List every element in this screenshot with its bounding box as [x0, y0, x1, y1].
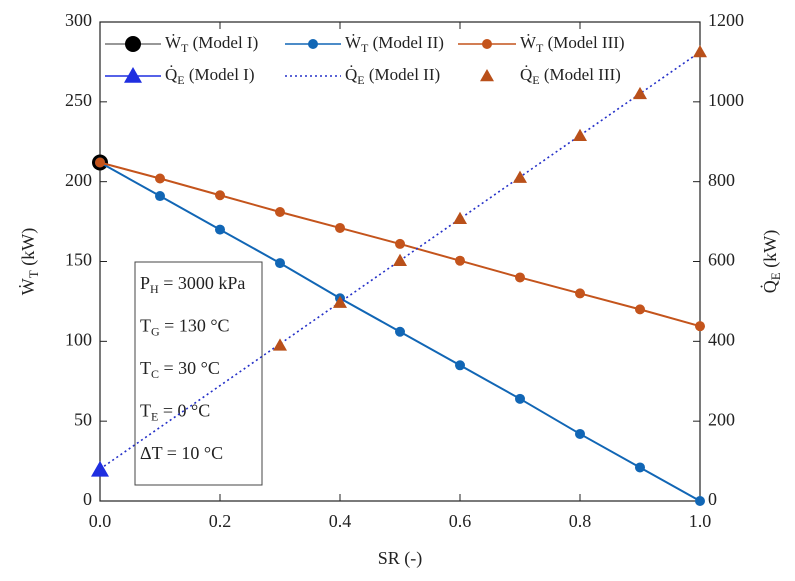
marker	[395, 238, 405, 249]
y2-tick-label: 400	[708, 329, 735, 349]
marker	[695, 321, 705, 332]
y2-axis-label: Q̇E (kW)	[759, 230, 783, 293]
marker	[515, 272, 525, 283]
y-tick-label: 50	[74, 409, 92, 429]
marker	[693, 44, 707, 58]
marker	[275, 258, 285, 269]
marker	[215, 224, 225, 235]
marker	[95, 157, 105, 168]
annotation: PH = 3000 kPa	[140, 273, 245, 296]
marker	[155, 191, 165, 202]
y-tick-label: 0	[83, 489, 92, 509]
y-tick-label: 100	[65, 329, 92, 349]
marker	[393, 253, 407, 266]
legend-label: Q̇E (Model III)	[520, 65, 621, 87]
marker	[335, 222, 345, 233]
legend-label: ẆT (Model II)	[345, 33, 444, 55]
marker	[215, 190, 225, 201]
x-tick-label: 0.2	[209, 511, 232, 531]
y2-tick-label: 600	[708, 250, 735, 270]
legend-label: ẆT (Model I)	[165, 33, 258, 55]
legend-marker	[125, 36, 141, 52]
annotation: TC = 30 °C	[140, 358, 220, 381]
y-tick-label: 200	[65, 170, 92, 190]
x-tick-label: 0.6	[449, 511, 472, 531]
marker	[273, 338, 287, 351]
y-axis-label: ẆT (kW)	[17, 228, 41, 295]
marker	[635, 304, 645, 315]
marker	[635, 462, 645, 473]
y2-tick-label: 1200	[708, 10, 744, 30]
marker	[513, 170, 527, 183]
y2-tick-label: 200	[708, 409, 735, 429]
annotation: ΔT = 10 °C	[140, 443, 223, 463]
marker	[573, 128, 587, 142]
legend-marker	[480, 69, 494, 82]
marker	[633, 86, 647, 100]
marker	[275, 207, 285, 218]
legend-marker	[308, 39, 318, 49]
x-tick-label: 1.0	[689, 511, 712, 531]
legend-marker	[482, 39, 492, 49]
annotation-box	[134, 261, 263, 486]
marker	[455, 255, 465, 266]
legend-label: Q̇E (Model II)	[345, 65, 440, 87]
marker	[453, 211, 467, 225]
marker	[395, 326, 405, 337]
annotation: TG = 130 °C	[140, 316, 230, 339]
y2-tick-label: 800	[708, 170, 735, 190]
marker	[333, 295, 347, 308]
legend-label: Q̇E (Model I)	[165, 65, 255, 87]
marker	[575, 288, 585, 299]
marker	[515, 393, 525, 404]
marker	[575, 428, 585, 439]
marker	[455, 360, 465, 371]
marker	[695, 496, 705, 506]
y-tick-label: 300	[65, 10, 92, 30]
x-axis-label: SR (-)	[378, 548, 423, 569]
marker	[155, 173, 165, 184]
x-tick-label: 0.4	[329, 511, 352, 531]
x-tick-label: 0.0	[89, 511, 112, 531]
legend-label: ẆT (Model III)	[520, 33, 625, 55]
y2-tick-label: 0	[708, 489, 717, 509]
y-tick-label: 150	[65, 250, 92, 270]
y2-tick-label: 1000	[708, 90, 744, 110]
x-tick-label: 0.8	[569, 511, 592, 531]
legend-marker	[124, 67, 142, 83]
annotation: TE = 0 °C	[140, 401, 210, 424]
y-tick-label: 250	[65, 90, 92, 110]
